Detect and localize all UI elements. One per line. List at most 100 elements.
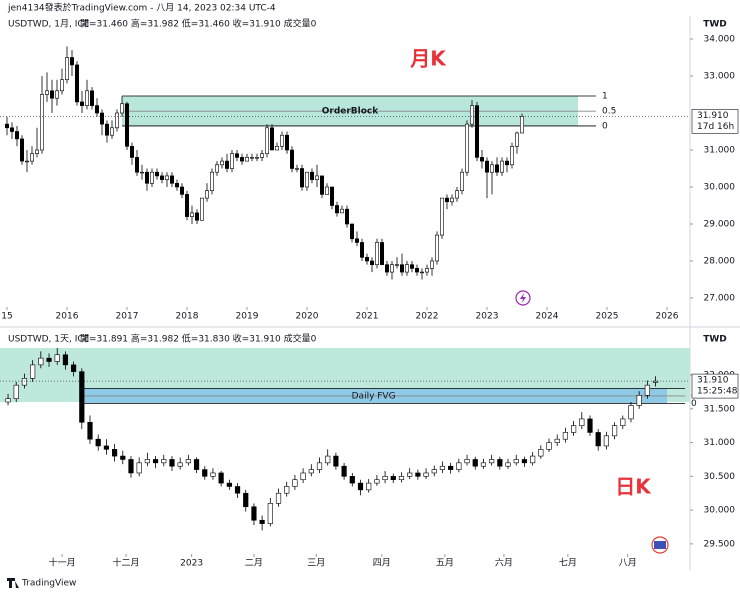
candle-body [423,472,429,477]
candle-body [374,479,380,484]
brand: TradingView [21,579,76,589]
candle-body [185,194,190,217]
candle-body [251,506,257,521]
candle-body [289,149,294,169]
candle-body [225,160,230,169]
candle-body [140,171,145,174]
candle-body [379,242,384,265]
candle-body [243,492,249,508]
candle-body [404,264,409,273]
candle-body [190,212,195,217]
candle-body [300,472,306,481]
candle-body [193,459,200,470]
candle-body [155,171,160,177]
candle-body [325,455,331,464]
candle-body [161,459,167,464]
candle-body [110,127,115,136]
x-tick-label: 2022 [416,312,439,322]
candle-body [230,153,235,169]
candle-body [431,469,437,474]
candle-body [150,171,155,184]
zone-name: OrderBlock [322,106,380,116]
candle-body [424,268,429,273]
candle-body [454,190,459,199]
x-tick-label: 2024 [536,312,559,322]
candle-body [444,197,449,203]
candle-body [210,171,215,191]
candle-body [521,459,528,464]
candle-body [439,465,446,470]
candle-body [177,462,183,467]
candle-body [480,462,487,467]
x-tick-label: 2019 [236,312,259,322]
y-tick-label: 28.000 [704,256,736,266]
candle-body [489,164,494,173]
price-tag-label: 31.910 [697,111,729,121]
candle-body [357,482,364,491]
candle-body [13,384,19,399]
x-tick-label: 十一月 [49,557,76,569]
candle-body [579,418,585,426]
candle-body [554,438,560,443]
x-tick-label: 15 [1,312,12,322]
chart-legend: USDTWD, 1天, ICE [8,335,90,345]
candle-body [652,380,659,383]
candle-body [419,271,424,274]
candle-body [185,459,191,464]
candle-body [636,394,642,406]
candle-body [333,455,339,467]
currency: TWD [703,335,727,345]
candle-body [130,146,135,158]
candle-body [46,357,52,362]
countdown: 15:25:48 [697,387,738,397]
candle-body [226,482,232,487]
x-tick-label: 2023 [180,559,203,569]
candle-body [319,175,324,195]
y-tick-label: 31.500 [704,404,736,414]
candle-body [80,101,85,106]
candle-body [49,90,54,99]
candle-body [628,405,634,420]
candle-body [87,422,93,440]
y-tick-label: 31.000 [704,438,736,448]
candle-body [587,418,593,433]
candle-body [469,105,474,125]
candle-body [4,123,9,129]
candle-body [369,260,374,265]
candle-body [128,459,134,474]
candle-body [75,64,80,103]
x-tick-label: 八月 [619,558,637,569]
candle-body [65,57,70,81]
x-tick-label: 十二月 [113,557,140,569]
candle-body [85,90,90,106]
candle-body [389,264,394,273]
candle-body [175,182,180,188]
candle-body [394,264,399,266]
candle-body [274,146,279,151]
candle-body [210,472,216,477]
y-tick-label: 30.500 [704,472,736,482]
candle-body [434,234,439,262]
candle-body [234,486,241,494]
candle-body [509,146,514,166]
candle-body [479,157,484,162]
candle-body [308,469,314,474]
candle-body [195,212,200,221]
candle-body [152,459,159,464]
event-icon[interactable] [515,290,531,306]
candle-body [429,260,434,269]
candle-body [264,127,269,155]
candle-body [299,168,304,188]
candle-body [489,459,495,464]
y-tick-label: 27.000 [704,293,736,303]
candle-body [103,445,109,450]
candle-body [111,449,118,457]
candle-body [284,134,289,151]
candle-body [136,462,142,474]
brand-logo [7,578,19,588]
currency: TWD [703,20,727,30]
candle-body [62,354,69,366]
candle-body [349,476,355,484]
x-tick-label: 2021 [356,312,379,322]
